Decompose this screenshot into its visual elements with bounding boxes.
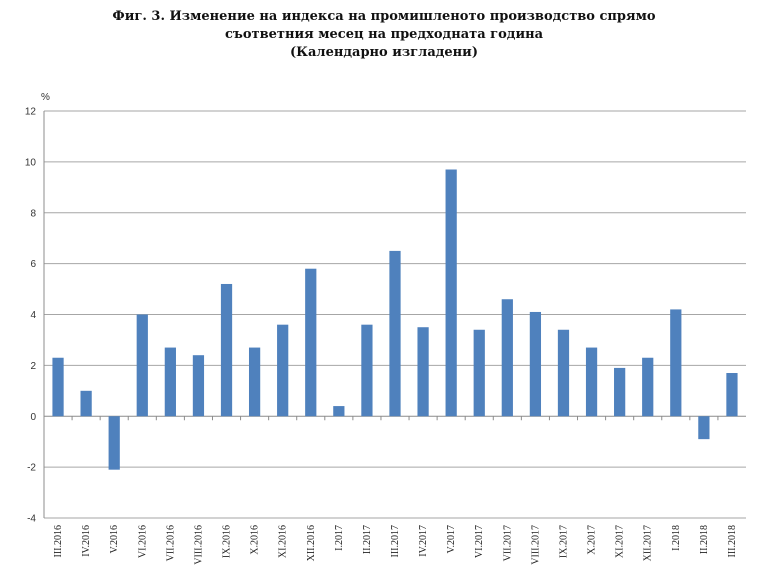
bar xyxy=(529,311,542,417)
x-tick-label: X.2017 xyxy=(587,525,598,555)
x-tick-label: X.2016 xyxy=(250,525,261,555)
bar xyxy=(557,329,570,417)
x-tick-label: VIII.2017 xyxy=(530,525,541,565)
bar xyxy=(52,357,64,417)
x-tick-label: IV.2016 xyxy=(81,525,92,557)
x-tick-label: VII.2016 xyxy=(165,525,176,561)
y-tick-label: -4 xyxy=(27,514,36,525)
chart-title: Фиг. 3. Изменение на индекса на промишле… xyxy=(0,8,768,62)
bars xyxy=(52,169,738,470)
y-tick-label: 4 xyxy=(30,310,36,321)
x-tick-label: III.2016 xyxy=(53,525,64,558)
y-axis-unit-label: % xyxy=(41,92,50,103)
bar xyxy=(220,283,233,417)
bar xyxy=(277,324,289,417)
y-tick-label: 8 xyxy=(30,208,36,219)
y-tick-label: -2 xyxy=(27,463,36,474)
bar xyxy=(445,169,457,417)
bar xyxy=(726,373,738,417)
y-tick-label: 12 xyxy=(25,107,37,118)
x-tick-label: VI.2016 xyxy=(137,525,148,558)
bar xyxy=(80,390,92,417)
x-tick-label: VIII.2016 xyxy=(193,525,204,565)
chart-title-line-3: (Календарно изгладени) xyxy=(290,45,478,60)
x-tick-label: XII.2017 xyxy=(643,525,654,561)
bar xyxy=(585,347,598,417)
x-tick-label: I.2017 xyxy=(334,525,345,551)
y-tick-label: 10 xyxy=(25,157,37,168)
bar xyxy=(389,250,401,417)
x-tick-label: III.2018 xyxy=(727,525,738,558)
x-tick-label: V.2016 xyxy=(109,525,120,553)
chart-title-line-1: Фиг. 3. Изменение на индекса на промишле… xyxy=(112,9,656,24)
bar xyxy=(164,347,176,417)
y-axis: -4 -2 0 2 4 6 8 10 12 xyxy=(25,107,45,525)
x-tick-label: I.2018 xyxy=(671,525,682,551)
gridlines xyxy=(44,110,746,519)
bar xyxy=(192,355,205,417)
bar xyxy=(642,357,654,417)
x-tick-label: XII.2016 xyxy=(306,525,317,561)
bar xyxy=(361,324,373,417)
bar xyxy=(248,347,261,417)
x-tick-label: II.2017 xyxy=(362,525,373,554)
bar xyxy=(305,268,317,417)
bar xyxy=(698,416,710,440)
x-tick-label: XI.2016 xyxy=(278,525,289,558)
chart-title-line-2: съответния месец на предходната година xyxy=(224,27,544,42)
x-tick-label: II.2018 xyxy=(699,525,710,554)
bar xyxy=(136,314,148,417)
bar xyxy=(473,329,485,417)
x-tick-label: IX.2016 xyxy=(222,525,233,558)
x-tick-label: IV.2017 xyxy=(418,525,429,557)
bar xyxy=(501,299,513,417)
bar xyxy=(670,309,682,417)
x-tick-label: III.2017 xyxy=(390,525,401,558)
x-tick-label: XI.2017 xyxy=(615,525,626,558)
y-tick-label: 2 xyxy=(30,361,36,372)
y-tick-label: 6 xyxy=(30,259,36,270)
bar xyxy=(614,367,626,417)
x-axis: III.2016 IV.2016 V.2016 VI.2016 VII.2016 VIII… xyxy=(43,416,738,565)
bar xyxy=(108,416,120,470)
x-tick-label: V.2017 xyxy=(446,525,457,553)
bar xyxy=(333,406,345,417)
y-tick-label: 0 xyxy=(30,412,36,423)
x-tick-label: VI.2017 xyxy=(474,525,485,558)
x-tick-label: IX.2017 xyxy=(558,525,569,558)
bar xyxy=(417,327,429,417)
x-tick-label: VII.2017 xyxy=(502,525,513,561)
